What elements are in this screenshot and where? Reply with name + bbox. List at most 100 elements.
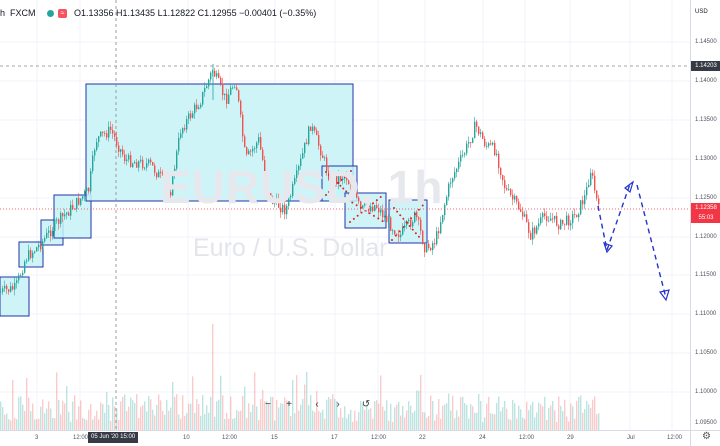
volume-bar [502,407,504,430]
candle [548,220,550,222]
volume-bar [456,410,458,430]
candle [492,142,494,145]
volume-bar [376,400,378,430]
volume-bar [458,416,460,430]
pattern-dot [414,232,417,235]
candle [100,131,102,137]
zoom-out-button[interactable]: − [265,399,271,410]
candle [588,185,590,188]
candle [484,138,486,147]
volume-bar [384,410,386,430]
price-scale[interactable]: USD 1.14500 1.14000 1.13500 1.13000 1.12… [690,0,720,430]
volume-bar [326,399,328,430]
reset-chart-button[interactable]: ↺ [361,399,371,410]
volume-bar [154,415,156,430]
zoom-in-button[interactable]: + [286,399,292,410]
volume-bar [100,402,102,430]
chart-area[interactable]: EURUSD, 1h Euro / U.S. Dollar h FXCM ≈ O… [0,0,690,430]
volume-bar [378,403,380,430]
volume-bar [560,406,562,430]
candle [174,168,176,174]
volume-bar [300,404,302,430]
volume-bar [514,403,516,430]
candle [140,159,142,162]
candle [258,137,260,143]
scroll-left-button[interactable]: ‹ [315,399,319,410]
candle [38,244,40,248]
volume-bar [320,412,322,430]
candle [206,86,208,89]
volume-bar [66,386,68,430]
candle [280,207,282,213]
volume-bar [220,375,222,430]
price-chart[interactable] [0,0,690,430]
volume-bar [208,412,210,430]
volume-bar [34,419,36,430]
last-price-value: 1.12358 [695,205,717,211]
candle [346,176,348,181]
indicator-badge-icon[interactable]: ≈ [58,9,67,18]
settings-corner[interactable]: ⚙ [690,430,720,446]
volume-bar [42,399,44,430]
volume-bar [44,413,46,430]
volume-bar [32,403,34,430]
volume-bar [330,399,332,430]
candle [394,230,396,235]
volume-bar [466,404,468,430]
candle [274,202,276,205]
candle [254,148,256,150]
symbol-label[interactable]: h [0,8,6,18]
currency-button[interactable]: USD [695,9,708,15]
volume-bar [410,405,412,430]
volume-bar [78,406,80,430]
candle [312,126,314,131]
volume-bar [434,420,436,430]
forecast-arrow-1 [597,183,631,253]
volume-bar [272,397,274,430]
candle [58,219,60,224]
volume-bar [404,417,406,430]
candle [564,223,566,225]
candle [162,173,164,175]
volume-bar [532,401,534,430]
candle [502,174,504,181]
candle [482,132,484,139]
volume-bar [382,406,384,430]
candle [188,113,190,120]
candle [120,149,122,152]
volume-bar [48,401,50,430]
volume-bar [268,403,270,430]
volume-bar [332,394,334,430]
time-tick: 22 [419,435,426,441]
candle [166,180,168,185]
candle [594,175,596,191]
settings-gear-icon[interactable]: ⚙ [702,431,711,442]
candle [98,136,100,142]
scroll-right-button[interactable]: › [336,399,340,410]
exchange-label[interactable]: FXCM [10,8,36,18]
candle [236,87,238,91]
candle [286,205,288,215]
candle [142,159,144,169]
candle [256,142,258,149]
candle [522,211,524,217]
candle [136,162,138,168]
volume-bar [224,418,226,430]
volume-bar [222,395,224,430]
time-scale[interactable]: 3 12:00 10 12:00 15 17 12:00 22 24 12:00… [0,430,690,446]
volume-bar [398,401,400,430]
candle [358,197,360,202]
candle [24,261,26,273]
candle [146,163,148,168]
candle [366,203,368,209]
candle [184,128,186,130]
pattern-dot [411,228,414,231]
pattern-dot [347,199,349,201]
volume-bar [336,401,338,430]
volume-bar [28,397,30,430]
candle [10,286,12,292]
candle [214,70,216,77]
candle [552,218,554,220]
candle [122,149,124,155]
candle [360,201,362,209]
